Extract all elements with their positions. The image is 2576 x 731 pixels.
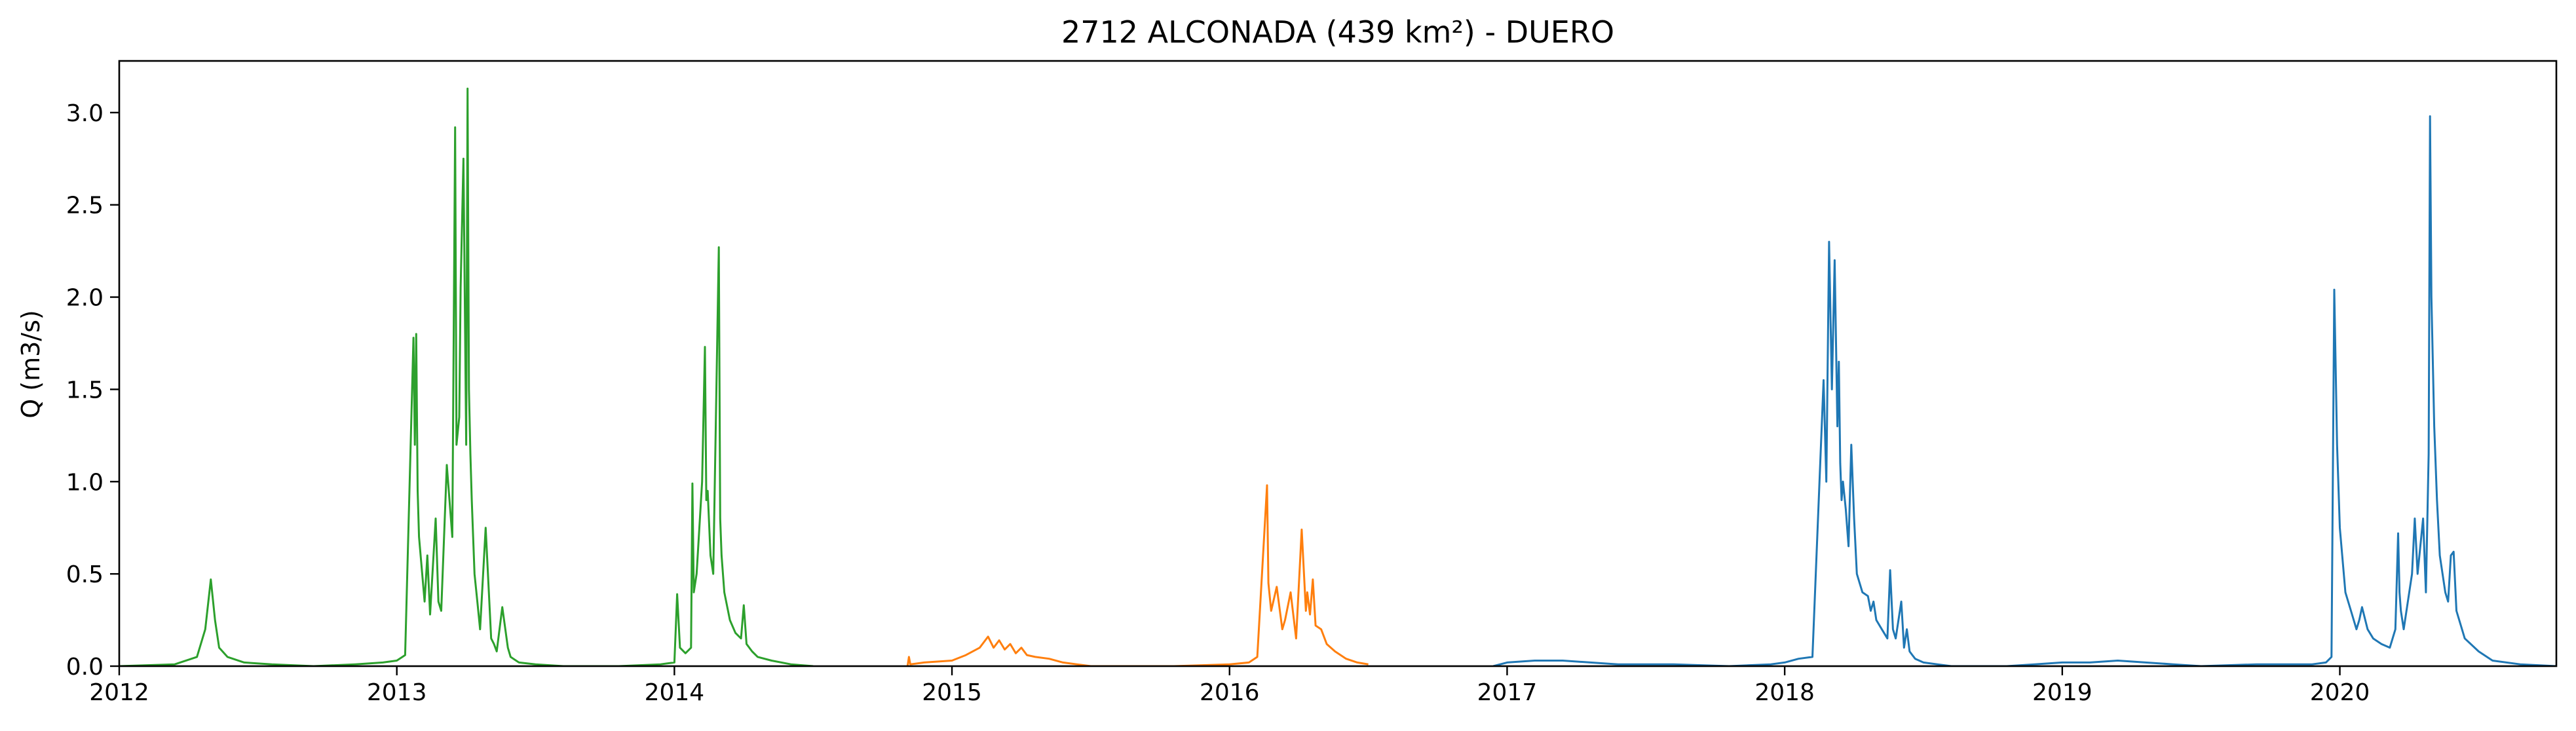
y-tick-label: 3.0 bbox=[66, 100, 104, 127]
y-tick-label: 1.5 bbox=[66, 377, 104, 403]
x-tick-label: 2015 bbox=[922, 679, 982, 706]
y-tick-label: 0.0 bbox=[66, 654, 104, 681]
x-axis-ticks: 2012 2013 2014 2015 2016 2017 2018 2019 2020 bbox=[89, 666, 2370, 706]
series-line-1 bbox=[119, 87, 814, 666]
x-tick-label: 2017 bbox=[1477, 679, 1538, 706]
x-tick-label: 2020 bbox=[2310, 679, 2370, 706]
series-line-3 bbox=[1492, 115, 2556, 666]
x-tick-label: 2012 bbox=[89, 679, 149, 706]
series-layer bbox=[119, 87, 2556, 666]
x-tick-label: 2013 bbox=[367, 679, 427, 706]
x-tick-label: 2019 bbox=[2032, 679, 2093, 706]
y-axis-label: Q (m3/s) bbox=[16, 310, 45, 418]
y-tick-label: 0.5 bbox=[66, 561, 104, 588]
y-axis-ticks: 0.0 0.5 1.0 1.5 2.0 2.5 3.0 bbox=[66, 100, 119, 681]
y-tick-label: 2.0 bbox=[66, 285, 104, 312]
y-tick-label: 2.5 bbox=[66, 193, 104, 219]
x-tick-label: 2016 bbox=[1200, 679, 1260, 706]
x-tick-label: 2014 bbox=[645, 679, 705, 706]
plot-frame bbox=[118, 60, 2558, 667]
series-line-2 bbox=[906, 484, 1369, 666]
y-tick-label: 1.0 bbox=[66, 469, 104, 496]
x-tick-label: 2018 bbox=[1754, 679, 1815, 706]
chart-title: 2712 ALCONADA (439 km²) - DUERO bbox=[1061, 14, 1614, 50]
